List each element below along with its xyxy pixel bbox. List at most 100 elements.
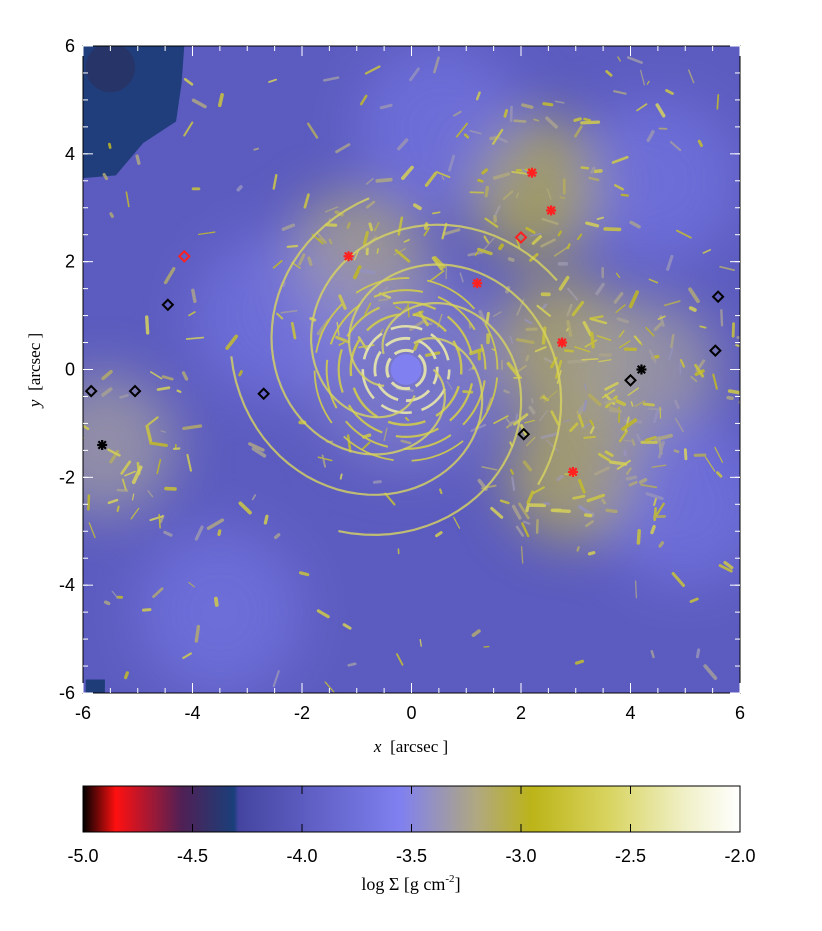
filament: [159, 515, 160, 528]
red-asterisk-marker: [527, 168, 537, 178]
filament: [465, 135, 468, 137]
filament: [532, 399, 533, 402]
filament: [627, 477, 635, 478]
filament: [68, 427, 79, 438]
colorbar-tick-label: -5.0: [67, 846, 98, 866]
filament: [610, 410, 620, 412]
filament: [374, 482, 380, 483]
filament: [631, 402, 632, 406]
colorbar-label-close: ]: [455, 874, 461, 894]
filament: [6, 451, 12, 457]
filament: [487, 313, 488, 322]
filament: [527, 356, 528, 360]
filament: [158, 388, 169, 390]
filament: [57, 518, 67, 520]
filament: [309, 258, 311, 264]
spiral-core: [391, 354, 422, 385]
filament: [589, 553, 593, 554]
filament: [505, 391, 509, 393]
filament: [109, 144, 110, 147]
filament: [655, 508, 656, 520]
y-tick-label: 6: [65, 36, 75, 56]
filament: [568, 244, 570, 248]
filament: [61, 507, 77, 508]
filament: [53, 481, 55, 497]
x-axis-var: x: [373, 737, 382, 756]
x-axis-unit: [arcsec ]: [390, 737, 448, 756]
x-tick-label: -6: [75, 703, 91, 723]
filament: [699, 141, 701, 145]
filament: [691, 308, 695, 310]
filament: [697, 650, 698, 657]
filament: [728, 398, 732, 399]
y-axis-unit: [arcsec ]: [25, 333, 44, 391]
filament: [111, 214, 112, 217]
filament: [341, 474, 342, 478]
colorbar-tick-label: -2.0: [724, 846, 755, 866]
filament: [106, 602, 109, 603]
filament: [671, 335, 673, 347]
filament: [641, 480, 646, 482]
colorbar-tick-label: -4.0: [286, 846, 317, 866]
filament: [216, 599, 217, 605]
y-tick-label: 2: [65, 252, 75, 272]
filament: [721, 310, 722, 325]
colorbar-label-text: log Σ [g cm: [361, 874, 445, 894]
svg-text:x [arcsec ]: x [arcsec ]: [373, 737, 448, 756]
filament: [575, 119, 580, 120]
filament: [126, 673, 128, 678]
density-glow: [357, 45, 521, 209]
filament: [118, 507, 119, 511]
filament: [7, 408, 21, 416]
x-tick-label: 2: [516, 703, 526, 723]
red-asterisk-marker: [344, 251, 354, 261]
filament: [137, 156, 139, 163]
y-axis-var: y: [25, 399, 44, 409]
filament: [652, 651, 654, 657]
colorbar-tick-label: -3.5: [396, 846, 427, 866]
red-asterisk-marker: [546, 205, 556, 215]
density-glow: [138, 530, 302, 694]
colorbar-tick-label: -4.5: [177, 846, 208, 866]
filament: [147, 317, 148, 333]
filament: [440, 490, 441, 494]
filament: [483, 170, 486, 173]
filament: [516, 414, 517, 421]
filament: [544, 104, 552, 105]
filament: [607, 510, 616, 511]
filament: [527, 508, 528, 511]
filament: [56, 460, 57, 468]
filament: [636, 581, 637, 598]
filament: [622, 195, 628, 196]
filament: [644, 404, 653, 405]
density-glow: [603, 422, 767, 586]
filament: [505, 111, 507, 117]
filament: [584, 119, 589, 120]
filament: [638, 531, 639, 543]
filament: [219, 531, 220, 535]
y-tick-label: -4: [59, 575, 75, 595]
filament: [500, 245, 502, 248]
filament: [586, 515, 591, 516]
filament: [592, 333, 593, 346]
filament: [717, 95, 718, 109]
filament: [632, 440, 634, 445]
filament: [415, 343, 417, 349]
y-axis-label: y [arcsec ]: [25, 333, 44, 409]
filament: [700, 326, 705, 327]
filament: [582, 359, 598, 360]
filament: [652, 527, 654, 533]
filament: [276, 535, 279, 538]
filament: [80, 401, 81, 417]
x-tick-label: 6: [735, 703, 745, 723]
filament: [288, 246, 297, 247]
filament: [543, 305, 546, 308]
filament: [578, 547, 579, 550]
filament: [560, 197, 564, 198]
y-tick-label: 0: [65, 360, 75, 380]
filament: [582, 168, 588, 169]
filament: [220, 95, 222, 105]
filament: [530, 408, 533, 413]
filament: [284, 283, 285, 286]
